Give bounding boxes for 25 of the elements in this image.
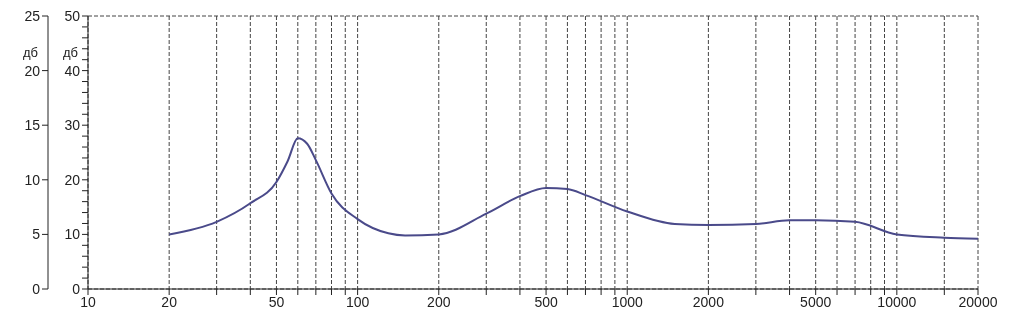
y-tick-label: 20 <box>64 171 81 188</box>
y-tick-label: 40 <box>64 62 81 79</box>
y-tick-label: 50 <box>64 7 81 24</box>
y2-tick-label: 0 <box>32 280 41 297</box>
x-tick-label: 20 <box>161 293 178 310</box>
x-tick-label: 5000 <box>800 293 832 310</box>
y-tick-label: 30 <box>64 117 81 134</box>
x-tick-label: 200 <box>427 293 451 310</box>
x-tick-label: 2000 <box>692 293 725 310</box>
x-tick-label: 1000 <box>611 293 644 310</box>
y2-tick-label: 10 <box>24 171 41 188</box>
x-tick-label: 20000 <box>958 293 998 310</box>
x-tick-label: 100 <box>345 293 370 310</box>
y2-tick-label: 25 <box>24 7 41 24</box>
y2-tick-label: 20 <box>24 62 41 79</box>
y-tick-label: 0 <box>72 280 81 297</box>
y2-tick-label: 5 <box>32 226 41 243</box>
x-tick-label: 10 <box>80 293 96 310</box>
x-tick-label: 50 <box>268 293 285 310</box>
y-axis-title: дб <box>62 45 78 61</box>
x-tick-label: 10000 <box>877 293 917 310</box>
y2-axis-title: дб <box>22 45 38 61</box>
y-tick-label: 10 <box>64 226 81 243</box>
x-tick-label: 500 <box>534 293 558 310</box>
y2-tick-label: 15 <box>24 117 41 134</box>
